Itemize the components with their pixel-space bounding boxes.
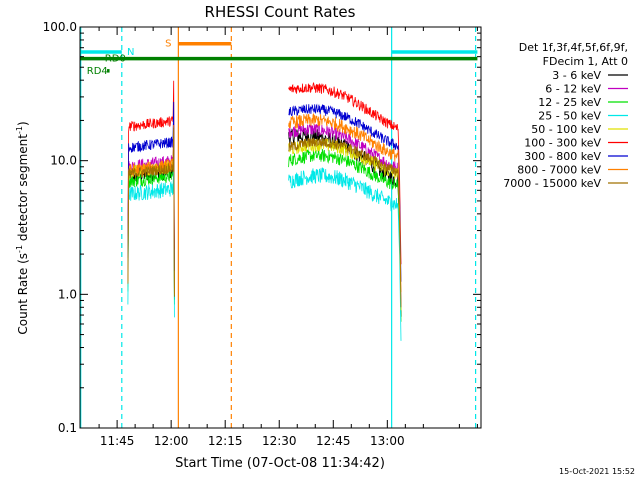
series-1-segment-1 (127, 130, 175, 300)
series-4-segment-1 (127, 148, 175, 318)
series-4-segment-2 (288, 166, 402, 341)
legend-label-9: 7000 - 15000 keV (503, 177, 601, 190)
flag-n-label: N (127, 47, 134, 58)
flag-rd4-label: RD4 (87, 66, 108, 77)
y-tick-label-1: 100.0 (43, 20, 77, 34)
legend-label-3: 12 - 25 keV (538, 96, 601, 109)
legend-label-8: 800 - 7000 keV (517, 164, 601, 177)
flag-rd0-label: RD0 (105, 54, 126, 65)
y-axis-label-part-1: Count Rate (s (16, 253, 30, 335)
legend-label-6: 100 - 300 keV (524, 137, 601, 150)
series-8-segment-2 (288, 113, 402, 293)
series-7-segment-2 (288, 103, 402, 282)
flag-s-label: S (165, 39, 171, 50)
y-axis-label-sup-1: -1 (15, 245, 24, 253)
legend-label-7: 300 - 800 keV (524, 150, 601, 163)
legend-label-1: 3 - 6 keV (552, 69, 601, 82)
series-3-segment-2 (288, 148, 402, 322)
series-trace-7 (127, 101, 402, 282)
series-trace-2 (127, 120, 402, 305)
series-6-segment-1 (127, 80, 175, 250)
legend: Det 1f,3f,4f,5f,6f,9f, FDecim 1, Att 0 3… (503, 41, 628, 190)
x-tick-label-2: 12:00 (154, 434, 189, 448)
x-tick-label-3: 12:15 (208, 434, 243, 448)
x-tick-label-4: 12:30 (262, 434, 297, 448)
y-axis-label: Count Rate (s-1 detector segment-1) (15, 121, 30, 334)
footer-date: 15-Oct-2021 15:52 (559, 467, 635, 476)
series-5-segment-1 (127, 126, 175, 296)
chart-title: RHESSI Count Rates (205, 3, 356, 21)
y-tick-label-3: 1.0 (58, 287, 77, 301)
x-tick-label-5: 12:45 (316, 434, 351, 448)
series-9-segment-1 (127, 127, 175, 297)
series-trace-9 (127, 127, 402, 308)
legend-label-2: 6 - 12 keV (545, 83, 601, 96)
y-tick-label-4: 0.1 (58, 421, 77, 435)
axis-ticks: 100.0 10.0 1.0 0.1 11:45 12:00 12:15 12:30 12:45… (43, 20, 481, 448)
legend-header-line-2: FDecim 1, Att 0 (543, 55, 628, 68)
series-6-segment-2 (288, 82, 402, 265)
y-axis-label-part-3: ) (16, 121, 30, 126)
x-tick-label-6: 13:00 (370, 434, 405, 448)
y-tick-label-2: 10.0 (50, 154, 77, 168)
series-9-segment-2 (288, 137, 402, 308)
x-axis-label: Start Time (07-Oct-08 11:34:42) (175, 456, 385, 471)
series-trace-6 (127, 80, 402, 265)
plot-frame (79, 26, 482, 429)
legend-header-line-1: Det 1f,3f,4f,5f,6f,9f, (519, 41, 628, 54)
y-axis-label-part-2: detector segment (16, 134, 30, 245)
y-axis-label-sup-2: -1 (15, 126, 24, 134)
series-1-segment-2 (288, 128, 402, 317)
series-trace-4 (127, 148, 402, 341)
series-2-segment-2 (288, 122, 402, 305)
legend-label-4: 25 - 50 keV (538, 110, 601, 123)
x-tick-label-1: 11:45 (100, 434, 135, 448)
series-7-segment-1 (127, 101, 175, 271)
legend-label-5: 50 - 100 keV (531, 123, 601, 136)
series-8-segment-1 (127, 124, 175, 294)
